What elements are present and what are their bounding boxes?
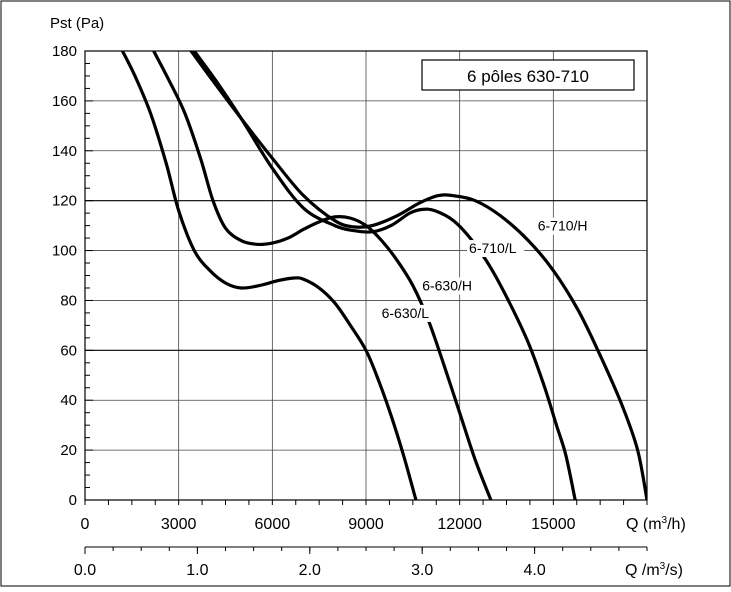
y-tick-label: 80 <box>60 292 77 309</box>
series-curve-6-710-h <box>189 51 647 500</box>
y-tick-label: 140 <box>52 143 77 160</box>
x-tick-label: 12000 <box>437 516 482 533</box>
title-box <box>421 59 635 91</box>
y-tick-label: 0 <box>69 492 77 509</box>
y-tick-label: 180 <box>52 43 77 60</box>
chart-title: 6 pôles 630-710 <box>467 67 589 86</box>
x-axis-label: Q (m3/h) <box>626 515 686 533</box>
x2-tick-label: 2.0 <box>299 562 321 579</box>
y-tick-label: 60 <box>60 342 77 359</box>
x-tick-label: 15000 <box>531 516 576 533</box>
series <box>120 51 647 500</box>
annotation-bg <box>420 277 478 295</box>
annotation-bg <box>467 240 525 258</box>
axis-ticks: 0 20 40 60 80 100 120 140 160 180 0 3000 6000 9000 120… <box>52 43 648 533</box>
x2-axis-label: Q /m3/s) <box>625 561 683 579</box>
y-axis-label: Pst (Pa) <box>50 15 104 32</box>
series-curve-6-630-l <box>120 51 418 500</box>
series-curve-6-630-h <box>152 51 493 500</box>
x-tick-label: 6000 <box>255 516 291 533</box>
annotation-bg <box>535 217 593 235</box>
series-annotation: 6-630/H <box>422 277 472 293</box>
annotation-bg <box>379 304 437 322</box>
y-tick-label: 100 <box>52 243 77 260</box>
series-annotation: 6-630/L <box>382 305 430 321</box>
y-tick-label: 40 <box>60 392 77 409</box>
x2-tick-label: 4.0 <box>523 562 545 579</box>
x-tick-label: 0 <box>81 516 90 533</box>
series-curve-6-710-l <box>192 51 577 500</box>
x-tick-label: 3000 <box>161 516 197 533</box>
y-tick-label: 120 <box>52 193 77 210</box>
y-tick-label: 20 <box>60 442 77 459</box>
x2-tick-label: 1.0 <box>186 562 208 579</box>
x2-tick-label: 3.0 <box>411 562 433 579</box>
labels: Pst (Pa) 6 pôles 630-710 Q (m3/h) 0.0 1.0… <box>50 15 686 579</box>
x2-tick-label: 0.0 <box>74 562 96 579</box>
y-tick-label: 160 <box>52 93 77 110</box>
x-tick-label: 9000 <box>348 516 384 533</box>
series-annotation: 6-710/L <box>469 240 517 256</box>
secondary-axis: 0.0 1.0 2.0 3.0 4.0 <box>74 547 648 579</box>
series-annotation: 6-710/H <box>538 218 588 234</box>
